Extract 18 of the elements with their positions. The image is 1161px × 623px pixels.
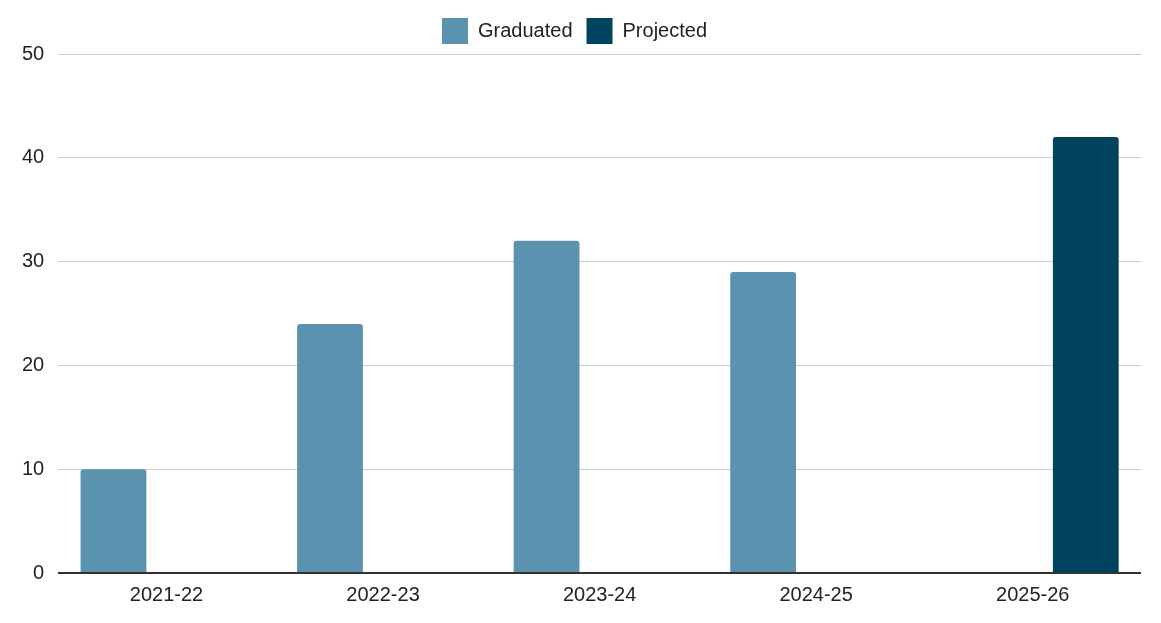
legend-label: Projected (622, 18, 708, 41)
y-tick-label: 20 (22, 352, 45, 375)
x-tick-label: 2022-23 (346, 582, 420, 605)
x-tick-label: 2024-25 (779, 582, 853, 605)
y-tick-label: 40 (22, 145, 45, 168)
x-tick-label: 2021-22 (129, 582, 204, 605)
y-tick-label: 0 (33, 560, 45, 583)
bar (80, 469, 147, 572)
legend-label: Graduated (478, 18, 573, 41)
x-tick-label: 2025-26 (996, 582, 1070, 605)
bar (730, 271, 797, 572)
y-tick-label: 10 (22, 456, 45, 479)
bar (1052, 137, 1119, 572)
y-tick-label: 50 (22, 41, 45, 64)
x-tick-label: 2023-24 (562, 582, 637, 605)
y-tick-label: 30 (22, 249, 45, 272)
bar (513, 240, 580, 572)
bar (297, 323, 363, 572)
